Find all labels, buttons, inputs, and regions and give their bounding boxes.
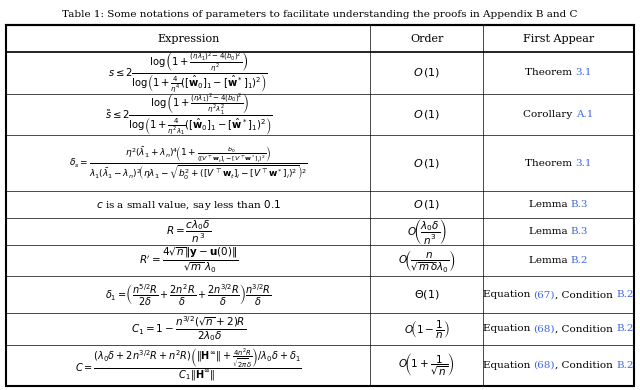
- Text: Order: Order: [410, 34, 444, 44]
- Text: $O\,(1)$: $O\,(1)$: [413, 66, 440, 80]
- Text: $O\!\left(1-\dfrac{1}{n}\right)$: $O\!\left(1-\dfrac{1}{n}\right)$: [404, 318, 449, 340]
- Text: $\Theta(1)$: $\Theta(1)$: [414, 288, 440, 301]
- Text: B.3: B.3: [570, 200, 588, 209]
- Text: B.2: B.2: [616, 324, 634, 333]
- Text: (68): (68): [534, 324, 555, 333]
- Text: , Condition: , Condition: [555, 324, 616, 333]
- Text: $\delta_1 = \!\left(\dfrac{n^{5/2}R}{2\delta}+\dfrac{2n^2 R}{\delta}+\dfrac{2n^{: $\delta_1 = \!\left(\dfrac{n^{5/2}R}{2\d…: [105, 282, 271, 307]
- Text: Lemma: Lemma: [529, 227, 570, 236]
- Text: $O\!\left(\dfrac{\lambda_0\delta}{n^3}\right)$: $O\!\left(\dfrac{\lambda_0\delta}{n^3}\r…: [407, 217, 447, 246]
- Text: $R = \dfrac{c\lambda_0\delta}{n^3}$: $R = \dfrac{c\lambda_0\delta}{n^3}$: [166, 218, 211, 245]
- Text: Table 1: Some notations of parameters to facilitate understanding the proofs in : Table 1: Some notations of parameters to…: [62, 10, 578, 19]
- Text: First Appear: First Appear: [523, 34, 594, 44]
- Text: (68): (68): [534, 361, 555, 370]
- Text: Lemma: Lemma: [529, 256, 570, 265]
- Text: $c$ is a small value, say less than $0.1$: $c$ is a small value, say less than $0.1…: [96, 197, 281, 211]
- Text: Theorem: Theorem: [525, 159, 575, 168]
- Text: $\tilde{s} \leq 2\dfrac{\log\!\left(1+\frac{(\eta\lambda_1)^2-4(b_0)^2}{\eta^2\l: $\tilde{s} \leq 2\dfrac{\log\!\left(1+\f…: [104, 91, 272, 137]
- Text: 3.1: 3.1: [575, 68, 592, 77]
- Text: Theorem: Theorem: [525, 68, 575, 77]
- Text: Equation: Equation: [483, 324, 534, 333]
- Text: , Condition: , Condition: [555, 361, 616, 370]
- Text: Expression: Expression: [157, 34, 220, 44]
- Text: Equation: Equation: [483, 290, 534, 299]
- Text: $O\!\left(1+\dfrac{1}{\sqrt{n}}\right)$: $O\!\left(1+\dfrac{1}{\sqrt{n}}\right)$: [399, 352, 455, 378]
- Text: B.2: B.2: [616, 361, 634, 370]
- Text: Equation: Equation: [483, 361, 534, 370]
- Text: , Condition: , Condition: [555, 290, 616, 299]
- Text: $C = \dfrac{(\lambda_0\delta+2n^{3/2}R+n^2R)\left(\|\mathbf{H}^\infty\|+\frac{4n: $C = \dfrac{(\lambda_0\delta+2n^{3/2}R+n…: [75, 347, 301, 383]
- Text: Corollary: Corollary: [524, 110, 576, 119]
- Text: $\delta_s = \dfrac{\eta^2(\bar{\lambda}_1+\lambda_n)^4\!\left(1+\frac{b_0}{([V^\: $\delta_s = \dfrac{\eta^2(\bar{\lambda}_…: [69, 144, 308, 182]
- Text: $C_1 = 1 - \dfrac{n^{3/2}(\sqrt{n}+2)R}{2\lambda_0\delta}$: $C_1 = 1 - \dfrac{n^{3/2}(\sqrt{n}+2)R}{…: [131, 314, 246, 343]
- Text: $O\,(1)$: $O\,(1)$: [413, 156, 440, 170]
- Text: B.2: B.2: [570, 256, 588, 265]
- Text: B.3: B.3: [570, 227, 588, 236]
- Text: B.2: B.2: [616, 290, 634, 299]
- Text: $O\,(1)$: $O\,(1)$: [413, 198, 440, 211]
- Text: A.1: A.1: [576, 110, 593, 119]
- Text: $O\!\left(\dfrac{n}{\sqrt{m}\delta\lambda_0}\right)$: $O\!\left(\dfrac{n}{\sqrt{m}\delta\lambd…: [397, 248, 456, 273]
- Text: (67): (67): [534, 290, 555, 299]
- Text: $O\,(1)$: $O\,(1)$: [413, 108, 440, 121]
- Text: $R' = \dfrac{4\sqrt{n}\|\mathbf{y}-\mathbf{u}(0)\|}{\sqrt{m}\,\lambda_0}$: $R' = \dfrac{4\sqrt{n}\|\mathbf{y}-\math…: [139, 246, 238, 275]
- Text: Lemma: Lemma: [529, 200, 570, 209]
- Text: 3.1: 3.1: [575, 159, 592, 168]
- Text: $s \leq 2\dfrac{\log\!\left(1+\frac{(\eta\lambda_1)^2-4(b_0)^2}{\eta^2}\right)}{: $s \leq 2\dfrac{\log\!\left(1+\frac{(\et…: [108, 51, 268, 95]
